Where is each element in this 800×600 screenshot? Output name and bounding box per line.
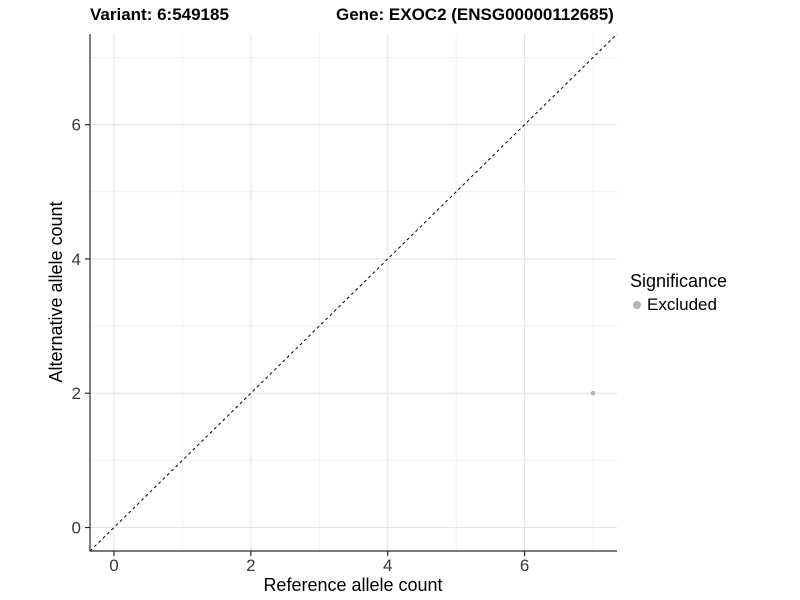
- y-tick-label: 4: [72, 250, 81, 269]
- y-tick-label: 2: [72, 384, 81, 403]
- x-tick-label: 2: [246, 556, 255, 575]
- y-tick-label: 6: [72, 116, 81, 135]
- x-tick-label: 6: [520, 556, 529, 575]
- x-tick-label: 4: [383, 556, 392, 575]
- variant-title: Variant: 6:549185: [90, 5, 229, 24]
- legend-item-label: Excluded: [647, 295, 717, 314]
- x-tick-label: 0: [109, 556, 118, 575]
- y-axis-title: Alternative allele count: [46, 201, 66, 383]
- legend-title: Significance: [630, 271, 728, 291]
- legend-point-icon: [633, 301, 641, 309]
- y-tick-label: 0: [72, 518, 81, 537]
- data-point: [590, 390, 596, 396]
- identity-dashed-line: [89, 33, 618, 552]
- legend: Significance Excluded: [630, 271, 727, 315]
- legend-item-excluded: Excluded: [630, 295, 727, 315]
- gene-title: Gene: EXOC2 (ENSG00000112685): [336, 5, 614, 24]
- x-axis-title: Reference allele count: [263, 575, 443, 595]
